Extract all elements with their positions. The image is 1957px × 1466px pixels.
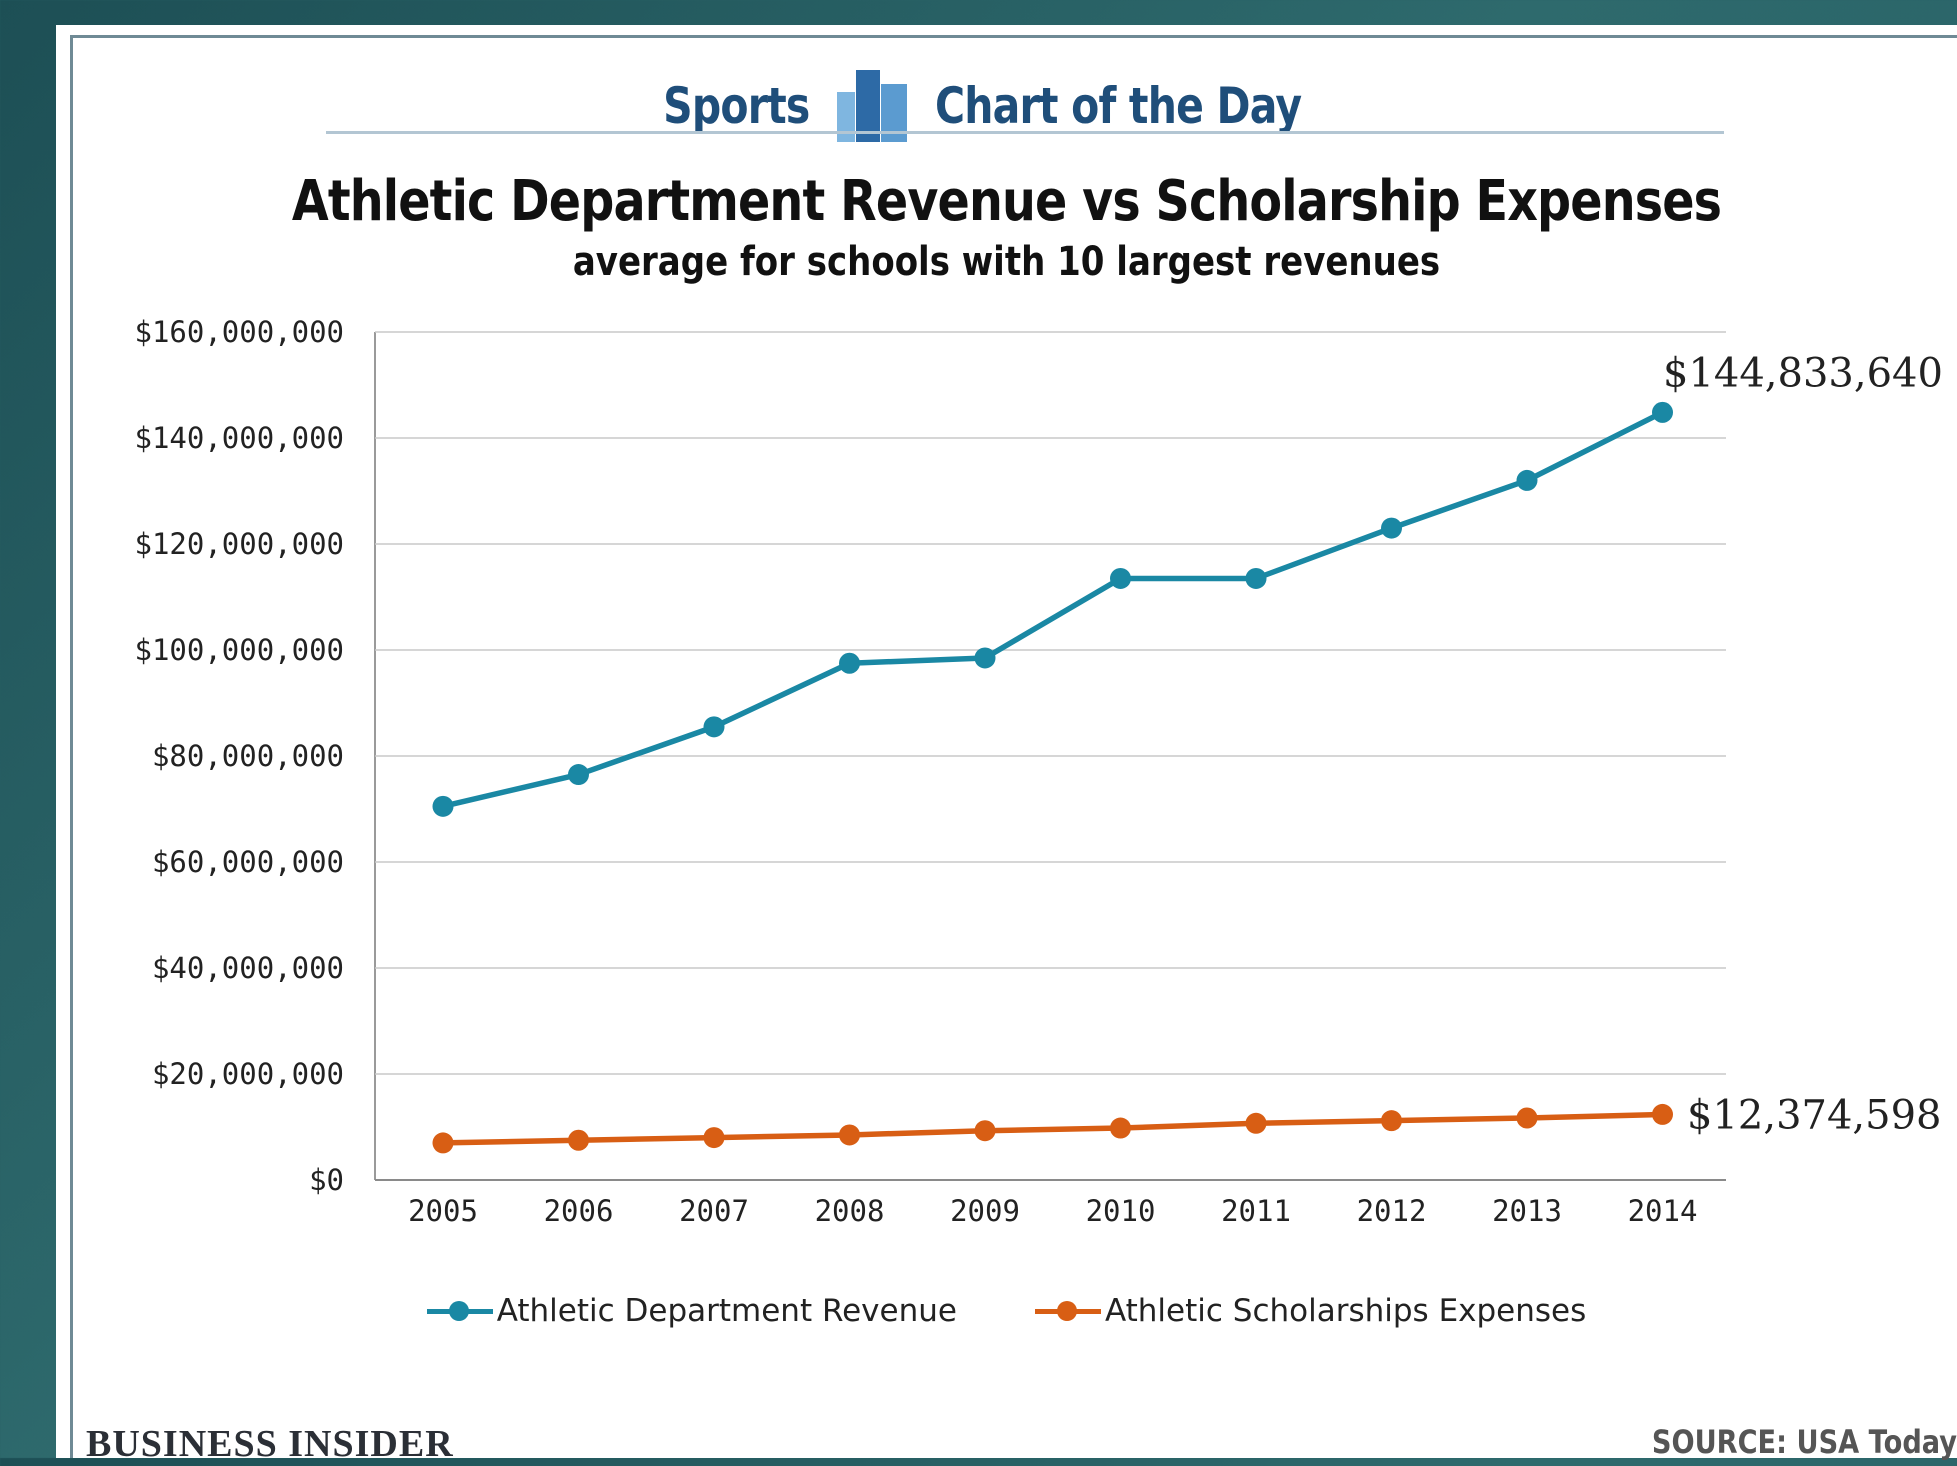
- data-point-expenses: [703, 1127, 725, 1149]
- data-point-revenue: [839, 652, 860, 674]
- logo-bar-2: [856, 70, 881, 142]
- x-tick-label: 2013: [1492, 1194, 1562, 1228]
- y-tick-label: $160,000,000: [134, 315, 344, 349]
- source-note: SOURCE: USA Today: [1651, 1423, 1957, 1461]
- y-tick-label: $80,000,000: [152, 739, 344, 773]
- data-point-revenue: [432, 795, 454, 817]
- logo-bar-1: [837, 92, 856, 142]
- x-tick-label: 2012: [1357, 1194, 1427, 1228]
- chart-subtitle: average for schools with 10 largest reve…: [572, 239, 1441, 285]
- y-tick-label: $100,000,000: [134, 633, 344, 667]
- series-line-revenue: [440, 409, 1666, 810]
- data-point-revenue: [1381, 517, 1402, 539]
- legend-swatch-revenue: [426, 1299, 493, 1323]
- x-tick-label: 2009: [950, 1194, 1020, 1228]
- legend-item-revenue: Athletic Department Revenue: [426, 1293, 957, 1329]
- legend-label-revenue: Athletic Department Revenue: [496, 1293, 957, 1329]
- y-tick-label: $120,000,000: [134, 527, 344, 561]
- legend-marker-expenses: [1056, 1301, 1077, 1321]
- data-point-revenue: [703, 716, 725, 738]
- y-tick-label: $60,000,000: [152, 845, 344, 879]
- x-tick-label: 2008: [815, 1194, 885, 1228]
- line-chart: $0 $20,000,000 $40,000,000 $60,000,000 $80,0…: [134, 315, 1943, 1228]
- end-label-expenses: $12,374,598: [1687, 1092, 1941, 1138]
- chart-card: Sports Chart of the Day Athletic Departm…: [56, 25, 1957, 1465]
- y-tick-label: $20,000,000: [152, 1057, 344, 1091]
- end-labels: $144,833,640 $12,374,598: [1663, 350, 1943, 1138]
- data-point-revenue: [1110, 567, 1131, 589]
- legend-swatch-expenses: [1034, 1299, 1101, 1323]
- data-point-expenses: [1381, 1110, 1402, 1132]
- data-point-revenue: [1245, 567, 1267, 589]
- y-tick-label: $40,000,000: [152, 951, 344, 985]
- y-axis-ticks: $0 $20,000,000 $40,000,000 $60,000,000 $80,0…: [134, 315, 344, 1197]
- end-label-revenue: $144,833,640: [1663, 350, 1943, 396]
- data-point-expenses: [1516, 1107, 1538, 1129]
- x-tick-label: 2005: [408, 1194, 478, 1228]
- x-tick-label: 2007: [679, 1194, 749, 1228]
- legend-label-expenses: Athletic Scholarships Expenses: [1104, 1293, 1587, 1329]
- header-chart-of-the-day-label: Chart of the Day: [935, 77, 1302, 135]
- data-point-revenue: [568, 764, 589, 786]
- x-tick-label: 2014: [1628, 1194, 1698, 1228]
- data-series: [432, 401, 1673, 1154]
- data-point-revenue: [1516, 469, 1538, 491]
- data-point-expenses: [839, 1124, 860, 1146]
- series-line-expenses: [440, 1111, 1666, 1146]
- y-tick-label: $0: [309, 1163, 344, 1197]
- header-sports-label: Sports: [663, 77, 810, 135]
- grid-lines: [374, 331, 1726, 1181]
- data-point-expenses: [1652, 1103, 1673, 1125]
- card-frame: [70, 35, 1957, 1458]
- data-point-expenses: [432, 1132, 454, 1154]
- y-tick-label: $140,000,000: [134, 421, 344, 455]
- data-point-expenses: [568, 1129, 589, 1151]
- data-point-expenses: [1110, 1117, 1131, 1139]
- data-point-expenses: [1245, 1112, 1267, 1134]
- x-tick-label: 2010: [1086, 1194, 1156, 1228]
- chart-legend: Athletic Department Revenue Athletic Sch…: [56, 1293, 1957, 1329]
- data-point-revenue: [1652, 401, 1673, 423]
- legend-item-expenses: Athletic Scholarships Expenses: [1034, 1293, 1587, 1329]
- header-divider: [326, 131, 1724, 134]
- x-tick-label: 2011: [1221, 1194, 1291, 1228]
- business-insider-logo: BUSINESS INSIDER: [86, 1423, 454, 1465]
- legend-marker-revenue: [448, 1301, 469, 1321]
- data-point-expenses: [974, 1120, 996, 1142]
- chart-title: Athletic Department Revenue vs Scholarsh…: [291, 169, 1722, 234]
- x-tick-label: 2006: [544, 1194, 614, 1228]
- x-axis-ticks: 2005 2006 2007 2008 2009 2010 2011 2012 2013 2014: [408, 1194, 1697, 1228]
- data-point-revenue: [974, 647, 996, 669]
